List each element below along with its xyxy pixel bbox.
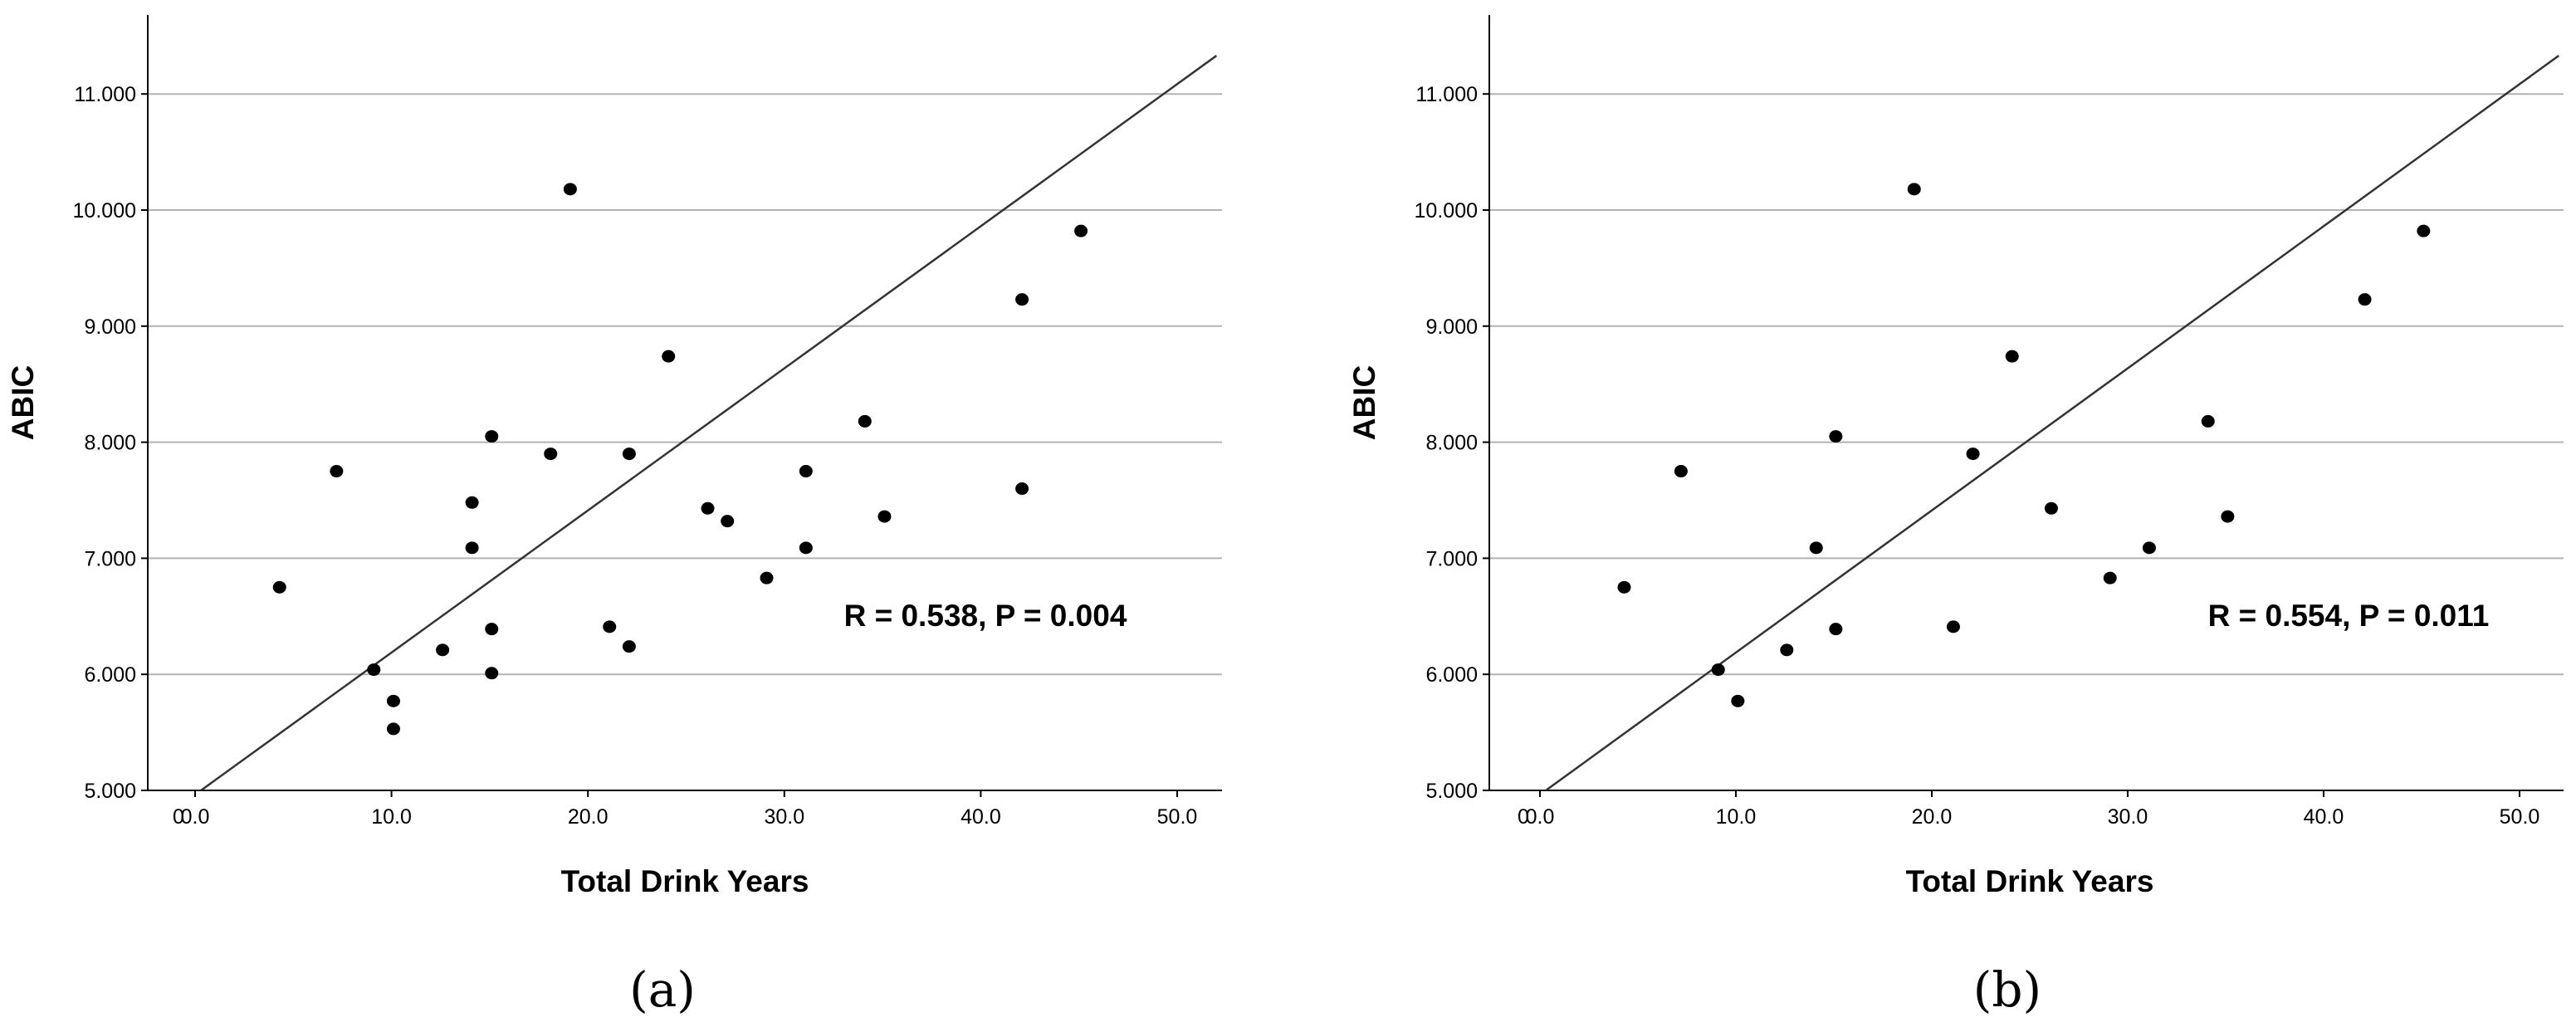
data-point xyxy=(272,580,286,594)
x-tick-label: 20.0 xyxy=(1912,805,1953,829)
x-tick-label: 50.0 xyxy=(1157,805,1198,829)
x-tick-label: 0 xyxy=(173,805,184,829)
data-point xyxy=(2044,501,2058,515)
data-point xyxy=(1617,580,1631,594)
y-tick-label: 6.000 xyxy=(84,663,136,687)
data-point xyxy=(386,694,400,707)
y-tick-label: 8.000 xyxy=(1425,432,1478,455)
data-point xyxy=(662,350,676,363)
data-point xyxy=(485,623,499,636)
scatter-panel-1: 5.000 6.000 7.000 8.000 9.000 10.000 11.000 00.… xyxy=(6,15,1222,1018)
data-point xyxy=(2358,293,2372,306)
y-tick-label: 9.000 xyxy=(84,315,136,339)
x-axis-title: Total Drink Years xyxy=(561,864,809,898)
data-point xyxy=(2005,350,2019,363)
y-tick-label: 11.000 xyxy=(74,83,136,106)
data-point xyxy=(1731,694,1745,707)
y-tick-label: 5.000 xyxy=(1425,780,1478,803)
data-point xyxy=(858,414,872,428)
y-axis-title: ABIC xyxy=(1347,365,1381,440)
data-point xyxy=(1966,448,1980,461)
data-point xyxy=(485,667,499,680)
data-point xyxy=(1780,643,1794,657)
y-tick-label: 9.000 xyxy=(1425,315,1478,339)
data-point xyxy=(436,643,450,657)
y-tick-label: 11.000 xyxy=(1415,83,1478,106)
y-tick-label: 8.000 xyxy=(84,432,136,455)
fit-line xyxy=(200,55,1218,792)
data-point xyxy=(330,465,344,478)
data-point xyxy=(544,448,558,461)
panel-label: (a) xyxy=(629,961,696,1018)
fit-line xyxy=(1545,55,2559,792)
x-tick-label: 0.0 xyxy=(1526,805,1555,829)
data-point xyxy=(622,448,636,461)
y-tick-label: 10.000 xyxy=(73,199,136,223)
data-point xyxy=(721,515,735,528)
data-point xyxy=(603,620,617,633)
y-axis-title: ABIC xyxy=(6,365,40,440)
x-tick-label: 10.0 xyxy=(1716,805,1757,829)
data-point xyxy=(760,571,774,584)
data-point xyxy=(563,183,577,196)
data-point xyxy=(799,541,813,555)
y-tick-label: 6.000 xyxy=(1425,663,1478,687)
data-point xyxy=(1907,183,1921,196)
data-point xyxy=(2142,541,2156,555)
y-tick-label: 7.000 xyxy=(1425,547,1478,570)
x-tick-label: 0.0 xyxy=(181,805,210,829)
x-tick-label: 10.0 xyxy=(371,805,412,829)
data-point xyxy=(1711,663,1725,677)
data-point xyxy=(2221,510,2235,523)
correlation-annotation: R = 0.538, P = 0.004 xyxy=(844,599,1127,633)
data-point xyxy=(1015,482,1029,496)
x-tick-label: 30.0 xyxy=(764,805,804,829)
data-point xyxy=(1829,430,1843,443)
data-point xyxy=(622,640,636,653)
x-axis-title: Total Drink Years xyxy=(1906,864,2154,898)
data-point xyxy=(1809,541,1823,555)
x-tick-label: 40.0 xyxy=(961,805,1001,829)
x-tick-label: 20.0 xyxy=(568,805,609,829)
data-point xyxy=(386,722,400,736)
data-point xyxy=(465,496,479,509)
y-tick-label: 5.000 xyxy=(84,780,136,803)
y-tick-label: 7.000 xyxy=(84,547,136,570)
data-point xyxy=(1946,620,1960,633)
panel-label: (b) xyxy=(1973,961,2041,1018)
data-point xyxy=(1074,224,1088,237)
data-point xyxy=(2103,571,2117,584)
x-tick-label: 0 xyxy=(1518,805,1529,829)
data-point xyxy=(877,510,892,523)
data-point xyxy=(1674,465,1688,478)
correlation-annotation: R = 0.554, P = 0.011 xyxy=(2208,599,2490,633)
x-tick-label: 40.0 xyxy=(2304,805,2344,829)
scatter-panel-2: 5.000 6.000 7.000 8.000 9.000 10.000 11.000 00.… xyxy=(1347,15,2564,1018)
x-tick-label: 30.0 xyxy=(2108,805,2148,829)
data-point xyxy=(485,430,499,443)
x-tick-label: 50.0 xyxy=(2500,805,2540,829)
y-tick-label: 10.000 xyxy=(1415,199,1478,223)
data-point xyxy=(701,501,715,515)
data-point xyxy=(799,465,813,478)
data-point xyxy=(465,541,479,555)
data-point xyxy=(2201,414,2215,428)
data-point xyxy=(367,663,381,677)
data-point xyxy=(1015,293,1029,306)
data-point xyxy=(2417,224,2431,237)
data-point xyxy=(1829,623,1843,636)
